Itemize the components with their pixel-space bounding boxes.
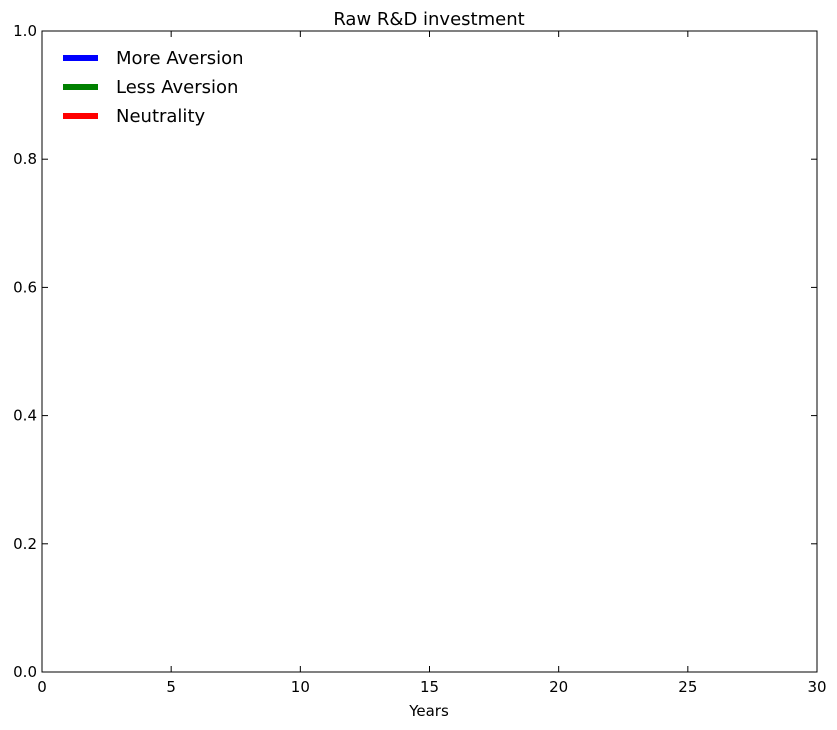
y-tick-label: 0.4 xyxy=(13,407,37,425)
x-axis-label: Years xyxy=(408,702,449,720)
y-tick-label: 0.6 xyxy=(13,278,37,296)
x-tick-label: 10 xyxy=(291,678,310,696)
y-tick-label: 0.0 xyxy=(13,663,37,681)
x-tick-label: 15 xyxy=(420,678,439,696)
legend-label: Less Aversion xyxy=(116,77,238,98)
chart-title: Raw R&D investment xyxy=(333,9,524,30)
y-tick-label: 0.2 xyxy=(13,535,37,553)
y-tick-label: 0.8 xyxy=(13,150,37,168)
x-tick-label: 25 xyxy=(678,678,697,696)
plot-area xyxy=(41,30,818,673)
y-tick-label: 1.0 xyxy=(13,22,37,40)
y-axis-ticks: 0.0 0.2 0.4 0.6 0.8 1.0 xyxy=(13,22,817,681)
legend: More Aversion Less Aversion Neutrality xyxy=(63,48,244,127)
legend-label: More Aversion xyxy=(116,48,244,69)
x-tick-label: 20 xyxy=(549,678,568,696)
x-tick-label: 5 xyxy=(166,678,176,696)
legend-label: Neutrality xyxy=(116,106,205,127)
x-tick-label: 0 xyxy=(37,678,47,696)
x-tick-label: 30 xyxy=(807,678,826,696)
x-axis-ticks: 0 5 10 15 20 25 30 xyxy=(37,31,827,696)
